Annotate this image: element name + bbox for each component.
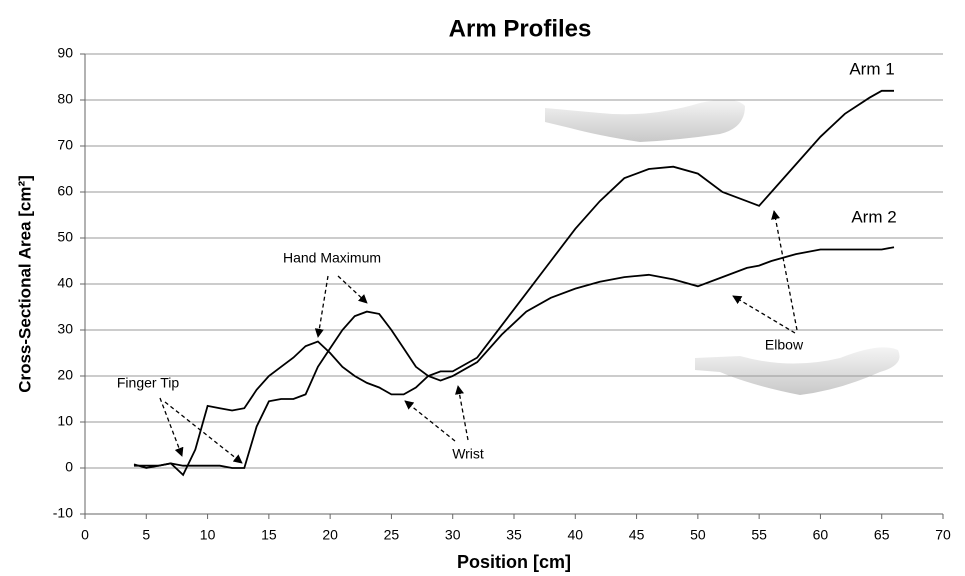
x-tick-label: 55	[751, 527, 767, 543]
series-line	[133, 89, 894, 477]
x-tick-label: 50	[690, 527, 706, 543]
x-tick-label: 25	[384, 527, 400, 543]
annotation-arrow	[314, 275, 329, 338]
chart-title: Arm Profiles	[449, 15, 592, 42]
annotation-arrow	[404, 400, 456, 442]
x-tick-label: 35	[506, 527, 522, 543]
y-tick-label: 30	[57, 321, 73, 337]
annotation-arrow	[732, 295, 796, 334]
y-tick-label: 50	[57, 229, 73, 245]
x-tick-label: 10	[200, 527, 216, 543]
annotation-arrow	[164, 401, 243, 464]
x-tick-label: 70	[935, 527, 951, 543]
x-tick-label: 65	[874, 527, 890, 543]
annotation-arrow	[159, 397, 184, 457]
annotation: Hand Maximum	[283, 250, 381, 266]
x-tick-label: 30	[445, 527, 461, 543]
legend-label: Arm 2	[851, 207, 896, 226]
y-tick-label: 90	[57, 45, 73, 61]
y-tick-label: 80	[57, 91, 73, 107]
series-line	[134, 246, 895, 469]
x-tick-label: 40	[567, 527, 583, 543]
annotation: Elbow	[765, 337, 804, 353]
annotation: Wrist	[452, 446, 484, 462]
legend-label: Arm 1	[849, 59, 894, 78]
x-tick-label: 15	[261, 527, 277, 543]
annotation-arrow	[455, 385, 469, 441]
y-tick-label: 70	[57, 137, 73, 153]
y-tick-label: 10	[57, 413, 73, 429]
y-tick-label: 40	[57, 275, 73, 291]
x-axis-label: Position [cm]	[457, 552, 571, 572]
y-tick-label: 20	[57, 367, 73, 383]
x-tick-label: 60	[813, 527, 829, 543]
y-tick-label: -10	[53, 505, 73, 521]
annotation-arrow	[771, 210, 798, 331]
x-tick-label: 20	[322, 527, 338, 543]
arm-image	[695, 347, 900, 395]
y-axis-label: Cross-Sectional Area [cm²]	[15, 175, 34, 393]
annotation: Finger Tip	[117, 375, 179, 391]
y-tick-label: 60	[57, 183, 73, 199]
x-tick-label: 0	[81, 527, 89, 543]
y-tick-label: 0	[65, 459, 73, 475]
x-tick-label: 5	[142, 527, 150, 543]
arm-image	[545, 99, 745, 142]
annotation-arrow	[337, 275, 368, 304]
x-tick-label: 45	[629, 527, 645, 543]
